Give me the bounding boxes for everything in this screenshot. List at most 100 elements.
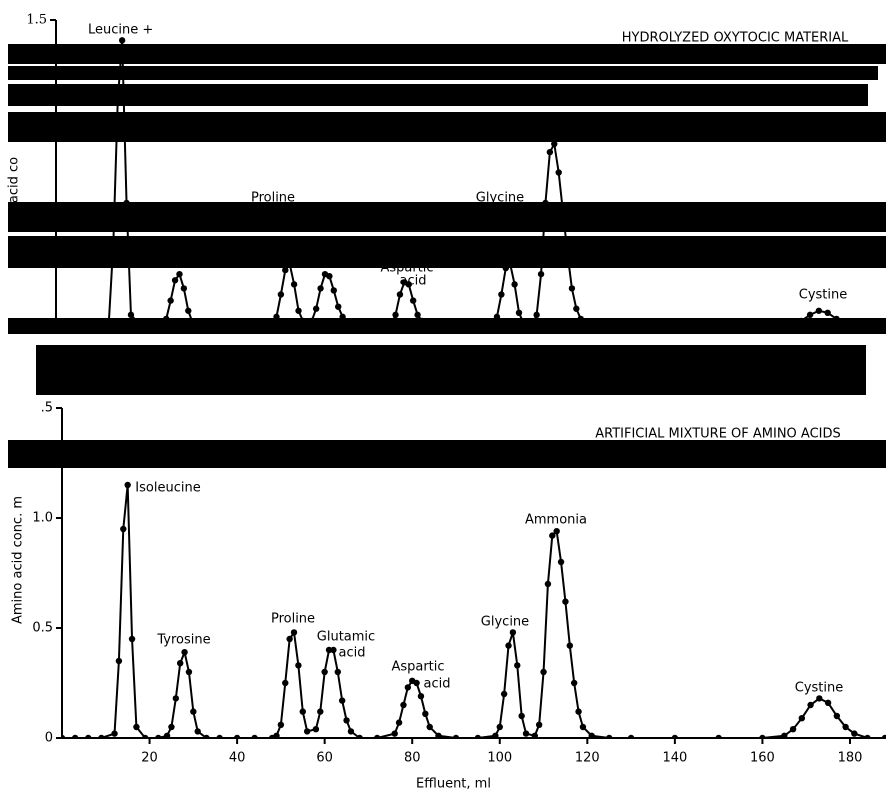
- data-point: [510, 629, 516, 635]
- data-point: [790, 726, 796, 732]
- data-point: [413, 680, 419, 686]
- peak-label: Leucine +: [88, 23, 153, 38]
- data-point: [176, 271, 182, 277]
- data-point: [321, 669, 327, 675]
- chart-title: HYDROLYZED OXYTOCIC MATERIAL: [622, 31, 849, 46]
- data-point: [553, 528, 559, 534]
- data-point: [588, 733, 594, 739]
- data-point: [216, 735, 222, 741]
- data-point: [571, 680, 577, 686]
- data-point: [177, 660, 183, 666]
- data-point: [164, 733, 170, 739]
- data-point: [575, 708, 581, 714]
- data-point: [167, 297, 173, 303]
- data-point: [286, 636, 292, 642]
- data-point: [155, 735, 161, 741]
- data-point: [628, 735, 634, 741]
- data-point: [715, 735, 721, 741]
- data-point: [824, 310, 830, 316]
- data-point: [406, 281, 412, 287]
- data-point: [195, 728, 201, 734]
- data-point: [573, 306, 579, 312]
- x-tick-label: 60: [316, 751, 333, 766]
- data-point: [251, 735, 257, 741]
- data-point: [606, 735, 612, 741]
- data-point: [185, 308, 191, 314]
- x-tick-label: 100: [487, 751, 512, 766]
- data-point: [392, 312, 398, 318]
- data-point: [400, 702, 406, 708]
- data-point: [72, 735, 78, 741]
- figure: HYDROLYZED OXYTOCIC MATERIALacid co1.5Le…: [0, 0, 891, 796]
- data-point: [339, 697, 345, 703]
- x-tick-label: 160: [750, 751, 775, 766]
- data-point: [313, 306, 319, 312]
- x-tick-label: 20: [141, 751, 158, 766]
- data-point: [422, 711, 428, 717]
- data-point: [834, 713, 840, 719]
- data-point: [291, 629, 297, 635]
- data-point: [313, 726, 319, 732]
- data-point: [331, 287, 337, 293]
- data-point: [186, 669, 192, 675]
- data-point: [418, 693, 424, 699]
- data-point: [120, 526, 126, 532]
- data-point: [492, 733, 498, 739]
- data-point: [124, 482, 130, 488]
- data-point: [453, 735, 459, 741]
- data-point: [98, 735, 104, 741]
- data-point: [173, 695, 179, 701]
- x-axis-label: Effluent, ml: [416, 777, 491, 792]
- data-point: [807, 312, 813, 318]
- y-tick-label: 1.0: [32, 511, 53, 526]
- data-point: [343, 717, 349, 723]
- data-point: [85, 735, 91, 741]
- data-point: [278, 291, 284, 297]
- data-point: [295, 662, 301, 668]
- data-point: [168, 724, 174, 730]
- data-point: [317, 285, 323, 291]
- data-point: [278, 722, 284, 728]
- data-point: [317, 708, 323, 714]
- chart-title: ARTIFICIAL MIXTURE OF AMINO ACIDS: [595, 427, 841, 442]
- data-point: [567, 642, 573, 648]
- data-point: [172, 277, 178, 283]
- data-point: [129, 636, 135, 642]
- data-point: [291, 281, 297, 287]
- x-tick-label: 80: [404, 751, 421, 766]
- data-point: [133, 724, 139, 730]
- data-point: [348, 728, 354, 734]
- peak-label: Glycine: [481, 615, 529, 630]
- peak-label: acid: [424, 677, 451, 692]
- data-point: [558, 559, 564, 565]
- peak-label: Aspartic: [391, 660, 444, 675]
- data-point: [545, 581, 551, 587]
- y-axis-label: Amino acid conc. m: [11, 496, 26, 624]
- data-point: [273, 733, 279, 739]
- data-point: [326, 273, 332, 279]
- data-point: [475, 735, 481, 741]
- data-point: [536, 722, 542, 728]
- peak-label: Isoleucine: [135, 481, 200, 496]
- peak-label: Ammonia: [525, 513, 587, 528]
- data-point: [851, 730, 857, 736]
- x-tick-label: 180: [838, 751, 863, 766]
- y-tick-label: 1.5: [26, 13, 47, 28]
- data-point: [335, 304, 341, 310]
- data-point: [555, 169, 561, 175]
- peak-label: Glutamic: [317, 630, 375, 645]
- data-point: [816, 695, 822, 701]
- data-point: [181, 649, 187, 655]
- data-point: [128, 312, 134, 318]
- data-point: [335, 669, 341, 675]
- data-point: [300, 708, 306, 714]
- y-tick-label: 0: [45, 731, 53, 746]
- data-point: [397, 291, 403, 297]
- data-point: [505, 642, 511, 648]
- data-point: [547, 149, 553, 155]
- data-point: [882, 735, 888, 741]
- data-point: [523, 730, 529, 736]
- peak-label: Cystine: [795, 681, 844, 696]
- x-tick-label: 120: [575, 751, 600, 766]
- data-point: [374, 735, 380, 741]
